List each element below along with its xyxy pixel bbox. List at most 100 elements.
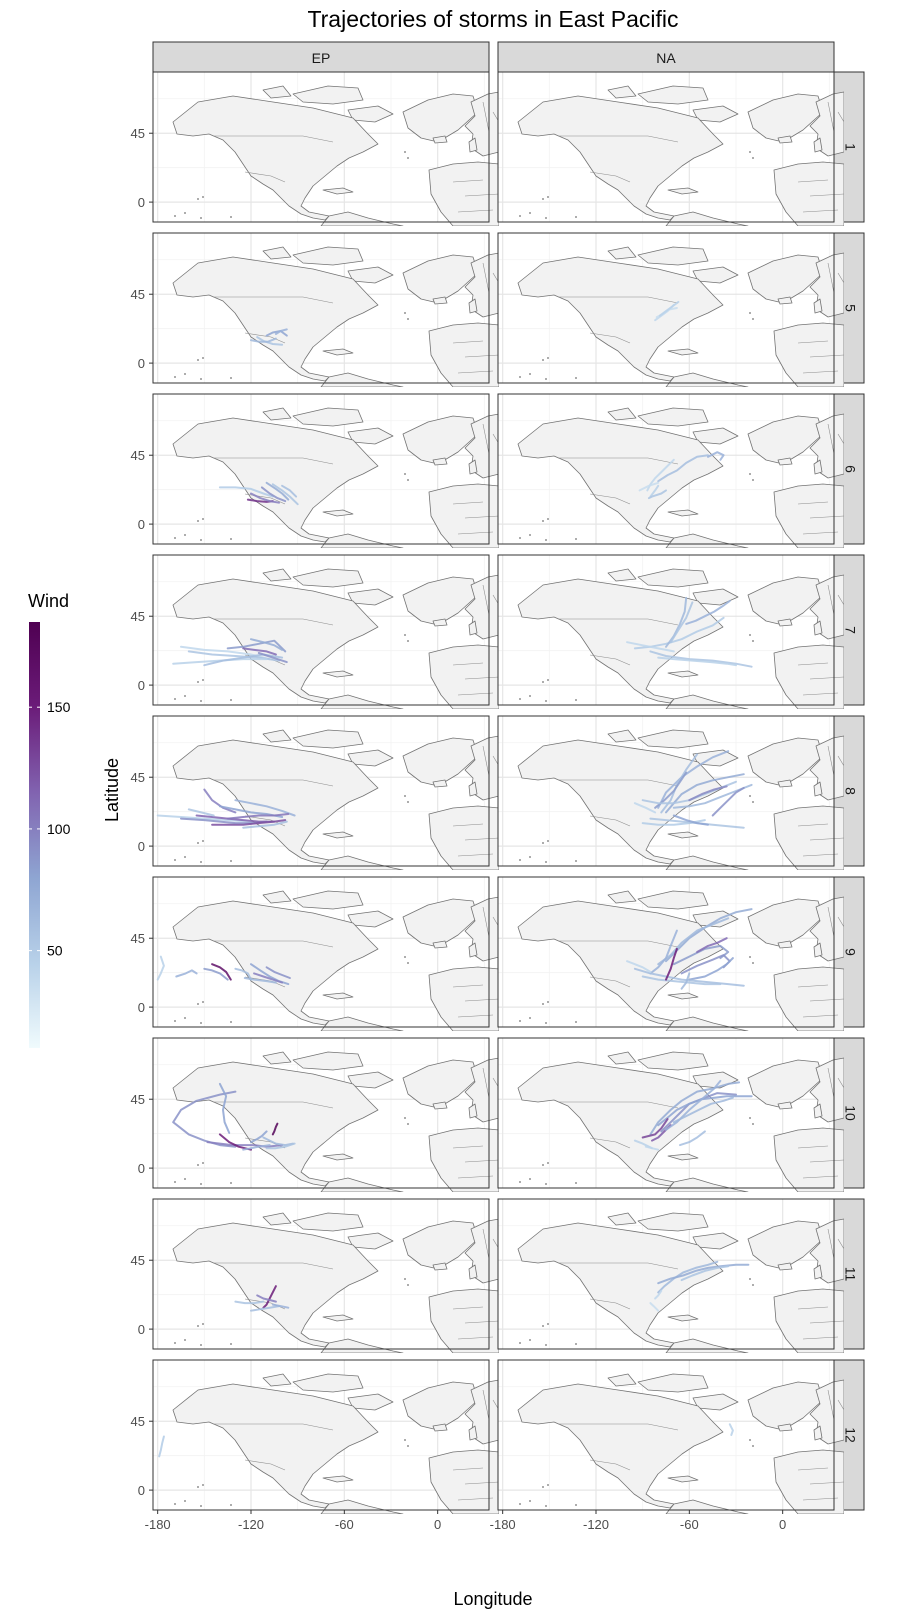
y-tick-label: 45: [131, 931, 145, 946]
island-dot: [404, 795, 406, 797]
island-dot: [575, 1021, 577, 1023]
island-dot: [200, 861, 202, 863]
facet-strip-label: NA: [656, 50, 676, 66]
island-dot: [404, 1278, 406, 1280]
legend-tick-label: 100: [47, 821, 71, 837]
facet-panel-ep-9: [153, 877, 499, 1031]
island-dot: [197, 520, 199, 522]
island-dot: [519, 215, 521, 217]
y-tick-label: 45: [131, 770, 145, 785]
island-dot: [404, 956, 406, 958]
island-dot: [404, 312, 406, 314]
y-tick-label: 45: [131, 126, 145, 141]
island-dot: [407, 640, 409, 642]
y-tick-label: 0: [138, 356, 145, 371]
island-dot: [575, 1504, 577, 1506]
island-dot: [230, 860, 232, 862]
y-axis-title: Latitude: [102, 758, 122, 822]
facet-panel-na-11: [498, 1199, 844, 1353]
island-dot: [542, 1003, 544, 1005]
island-dot: [749, 634, 751, 636]
island-dot: [542, 1486, 544, 1488]
island-dot: [547, 196, 549, 198]
x-axis-title: Longitude: [453, 1589, 532, 1609]
y-tick-label: 45: [131, 1253, 145, 1268]
facet-panel-na-6: [498, 394, 844, 548]
facet-panel-na-10: [498, 1038, 844, 1192]
island-dot: [575, 1343, 577, 1345]
island-dot: [404, 151, 406, 153]
island-dot: [230, 377, 232, 379]
x-tick-label: -60: [335, 1517, 354, 1532]
island-dot: [197, 681, 199, 683]
island-dot: [545, 539, 547, 541]
island-dot: [545, 1022, 547, 1024]
island-dot: [184, 1500, 186, 1502]
island-dot: [749, 1439, 751, 1441]
island-dot: [197, 1325, 199, 1327]
facet-strip-ep: EP: [153, 42, 489, 72]
facet-strip-label: 9: [842, 948, 858, 956]
island-dot: [404, 634, 406, 636]
island-dot: [174, 698, 176, 700]
facet-panel-na-5: [498, 233, 844, 387]
island-dot: [230, 1021, 232, 1023]
x-tick-label: -60: [680, 1517, 699, 1532]
island-dot: [749, 312, 751, 314]
island-dot: [197, 1486, 199, 1488]
island-dot: [202, 196, 204, 198]
island-dot: [197, 1164, 199, 1166]
y-tick-label: 0: [138, 839, 145, 854]
facet-strip-label: 10: [842, 1105, 858, 1121]
facet-panel-ep-6: [153, 394, 499, 548]
y-tick-label: 45: [131, 1414, 145, 1429]
facet-strip-label: EP: [312, 50, 331, 66]
island-dot: [184, 1178, 186, 1180]
island-dot: [547, 357, 549, 359]
island-dot: [174, 1342, 176, 1344]
island-dot: [542, 198, 544, 200]
y-tick-label: 0: [138, 1161, 145, 1176]
y-tick-label: 0: [138, 1000, 145, 1015]
island-dot: [174, 1181, 176, 1183]
island-dot: [202, 518, 204, 520]
island-dot: [529, 212, 531, 214]
island-dot: [575, 538, 577, 540]
island-dot: [519, 1342, 521, 1344]
island-dot: [545, 1183, 547, 1185]
island-dot: [752, 962, 754, 964]
island-dot: [200, 1022, 202, 1024]
facet-strip-label: 7: [842, 626, 858, 634]
y-tick-label: 45: [131, 287, 145, 302]
island-dot: [542, 359, 544, 361]
island-dot: [197, 198, 199, 200]
y-tick-label: 45: [131, 609, 145, 624]
facet-strip-label: 8: [842, 787, 858, 795]
island-dot: [519, 698, 521, 700]
island-dot: [529, 373, 531, 375]
y-tick-label: 45: [131, 1092, 145, 1107]
island-dot: [547, 518, 549, 520]
facet-panel-na-7: [498, 555, 844, 709]
island-dot: [547, 1001, 549, 1003]
island-dot: [184, 1017, 186, 1019]
island-dot: [200, 1183, 202, 1185]
wind-legend: Wind50100150: [28, 591, 71, 1048]
island-dot: [174, 537, 176, 539]
island-dot: [542, 842, 544, 844]
island-dot: [407, 318, 409, 320]
facet-strip-label: 1: [842, 143, 858, 151]
island-dot: [174, 1503, 176, 1505]
island-dot: [404, 473, 406, 475]
island-dot: [749, 956, 751, 958]
island-dot: [752, 318, 754, 320]
island-dot: [519, 859, 521, 861]
legend-colorbar: [29, 622, 40, 1048]
island-dot: [407, 157, 409, 159]
island-dot: [230, 1504, 232, 1506]
island-dot: [197, 842, 199, 844]
island-dot: [200, 378, 202, 380]
island-dot: [404, 1117, 406, 1119]
island-dot: [529, 1339, 531, 1341]
island-dot: [547, 1484, 549, 1486]
